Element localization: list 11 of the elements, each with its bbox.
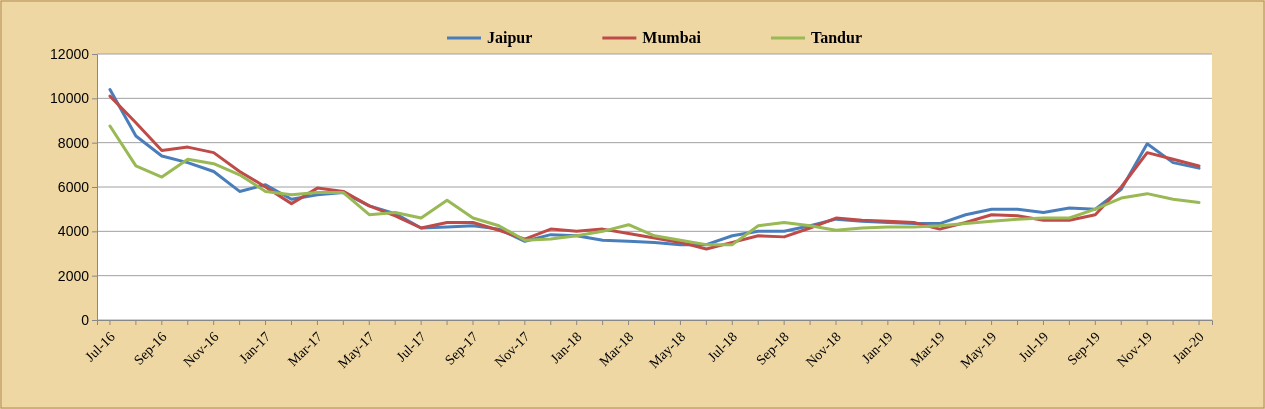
y-tick-label: 0 [81,311,90,328]
y-tick-label: 4000 [57,223,90,240]
legend-label: Mumbai [642,29,702,46]
y-tick-label: 6000 [57,178,90,195]
y-tick-label: 2000 [57,267,90,284]
legend-label: Jaipur [486,29,533,47]
y-tick-label: 12000 [50,45,90,62]
legend-label: Tandur [811,29,863,46]
y-tick-label: 10000 [50,90,90,107]
line-series [108,124,1201,247]
y-tick-label: 8000 [57,134,90,151]
